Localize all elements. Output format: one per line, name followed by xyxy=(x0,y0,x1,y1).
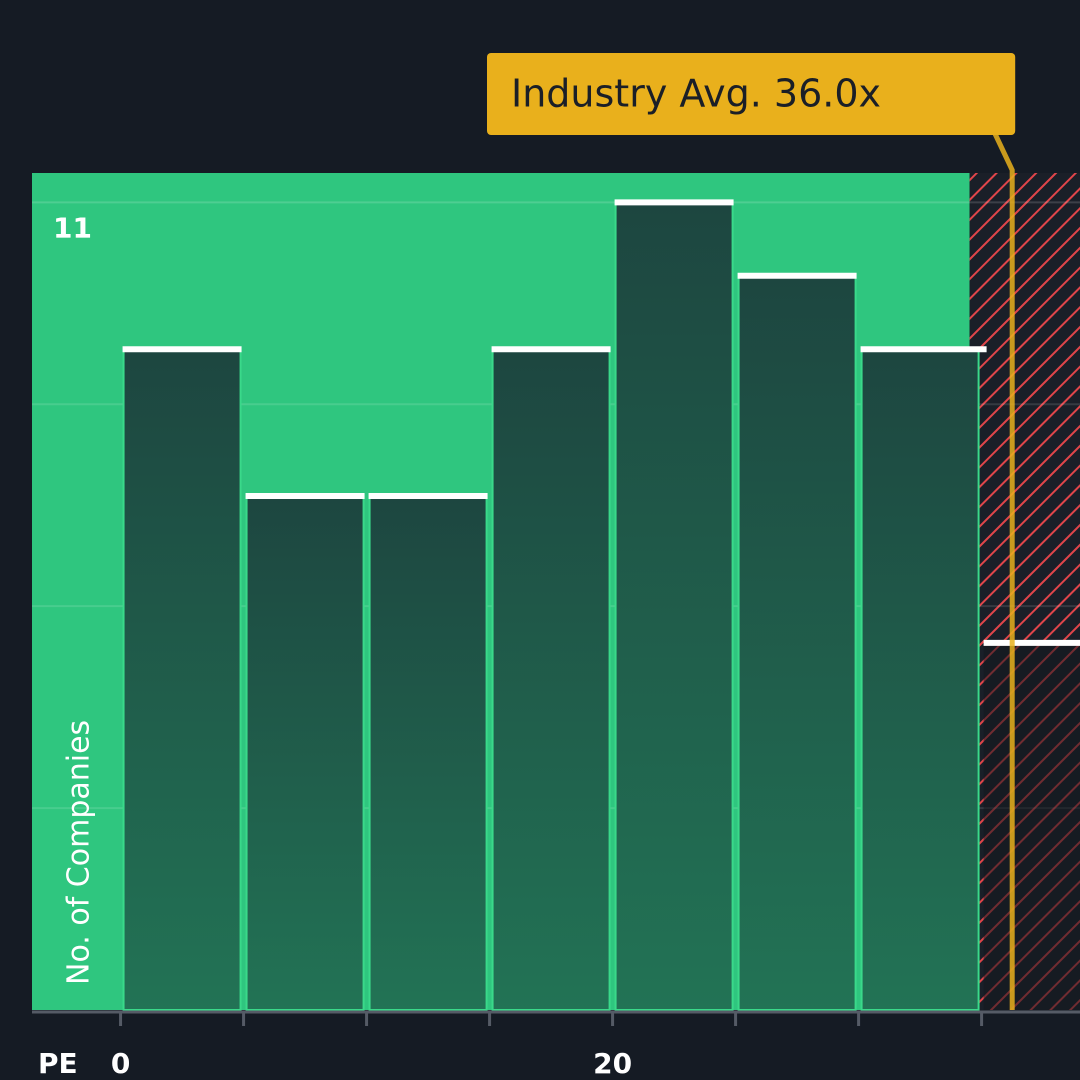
axes: 11 0 20 xyxy=(32,211,1080,1080)
annotation-line xyxy=(991,130,1015,1010)
bars xyxy=(122,199,1080,1012)
x-axis-label: PE xyxy=(38,1047,78,1080)
x-tick-label: 20 xyxy=(593,1047,632,1080)
bar xyxy=(491,348,611,1012)
annotation-box xyxy=(487,53,1016,135)
bar xyxy=(983,642,1080,1010)
bar xyxy=(614,201,734,1012)
y-axis-label: No. of Companies xyxy=(62,720,97,985)
bar xyxy=(368,495,488,1012)
bar xyxy=(737,274,857,1011)
bar xyxy=(122,348,242,1012)
annotation-text: Industry Avg. 36.0x xyxy=(511,72,881,116)
x-tick-label: 0 xyxy=(111,1047,130,1080)
bar xyxy=(245,495,365,1012)
y-tick-label: 11 xyxy=(53,211,92,244)
bar xyxy=(860,348,980,1012)
